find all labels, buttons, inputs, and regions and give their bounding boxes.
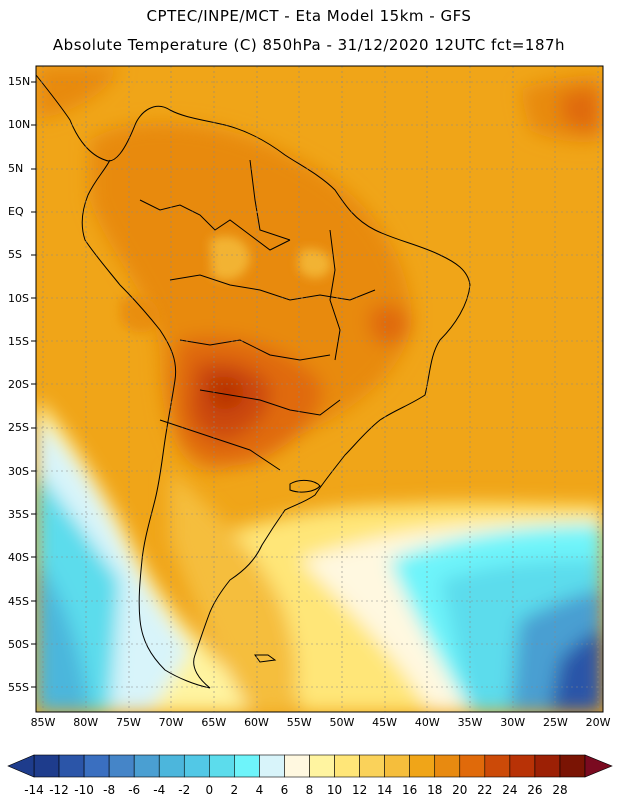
colorbar-label: 2 — [230, 783, 239, 797]
colorbar-label: 16 — [402, 783, 418, 797]
colorbar-swatch — [158, 754, 185, 778]
longitude-label: 35W — [457, 716, 483, 729]
latitude-label: 25S — [8, 421, 29, 435]
latitude-label: 30S — [8, 464, 29, 478]
plot-frame — [35, 65, 604, 713]
title-line-1: CPTEC/INPE/MCT - Eta Model 15km - GFS — [146, 7, 472, 25]
colorbar-label: 6 — [280, 783, 289, 797]
longitude-label: 80W — [73, 716, 99, 729]
colorbar-swatch — [334, 754, 360, 778]
colorbar-swatch — [359, 754, 385, 778]
colorbar-swatch — [209, 754, 235, 778]
colorbar-label: 22 — [477, 783, 493, 797]
colorbar-label: -12 — [49, 783, 69, 797]
colorbar-swatch — [509, 754, 536, 778]
axis-ticks — [31, 81, 36, 688]
latitude-label: 40S — [8, 551, 29, 565]
latitude-label: 10N — [8, 118, 31, 132]
colorbar-swatch — [459, 754, 486, 778]
longitude-label: 40W — [414, 716, 440, 729]
latitude-label: 5N — [8, 161, 24, 175]
colorbar-swatch — [484, 754, 511, 778]
longitude-label: 30W — [500, 716, 526, 729]
colorbar-swatch — [384, 754, 410, 778]
temperature-field — [36, 66, 603, 712]
latitude-label: 35S — [8, 508, 29, 521]
longitude-label: 50W — [329, 716, 355, 729]
colorbar-label: 28 — [552, 783, 568, 797]
colorbar-label: 8 — [305, 783, 314, 797]
colorbar-swatch — [559, 754, 586, 778]
coastline — [36, 74, 471, 689]
colorbar-label: -14 — [24, 783, 44, 797]
colorbar-label: -6 — [128, 783, 141, 797]
latitude-label: 20S — [8, 378, 29, 392]
longitude-label: 65W — [201, 716, 227, 729]
colorbar-label: -8 — [103, 783, 116, 797]
colorbar-swatch — [434, 754, 461, 778]
longitude-label: 70W — [158, 716, 184, 729]
longitude-label: 75W — [115, 716, 141, 729]
latitude-label: 5S — [8, 248, 22, 262]
latitude-label: 15S — [8, 334, 29, 348]
latitude-label: 15N — [8, 75, 31, 88]
colorbar-label: -10 — [74, 783, 94, 797]
colorbar-label: 26 — [527, 783, 543, 797]
colorbar-label: -4 — [153, 783, 166, 797]
colorbar-swatch — [83, 754, 110, 778]
title-line-2: Absolute Temperature (C) 850hPa - 31/12/… — [52, 36, 566, 54]
colorbar-high-arrow — [584, 754, 613, 778]
colorbar-swatch — [58, 754, 85, 778]
colorbar-swatch — [108, 754, 135, 778]
colorbar-swatch — [133, 754, 160, 778]
colorbar-label: 0 — [205, 783, 214, 797]
latitude-label: 10S — [8, 291, 29, 305]
colorbar-label: 24 — [502, 783, 518, 797]
colorbar-label: 4 — [255, 783, 264, 797]
colorbar-low-arrow — [7, 754, 35, 778]
colorbar-label: 20 — [452, 783, 468, 797]
colorbar-swatch — [183, 754, 210, 778]
latitude-label: 45S — [8, 594, 29, 608]
longitude-label: 85W — [30, 716, 56, 729]
colorbar-label: 14 — [376, 783, 393, 797]
colorbar-label: 12 — [351, 783, 368, 797]
colorbar-swatch — [33, 754, 60, 778]
longitude-label: 45W — [372, 716, 398, 729]
latitude-label: 50S — [8, 637, 29, 651]
colorbar-swatch — [534, 754, 561, 778]
colorbar-swatch — [234, 754, 260, 778]
colorbar-swatch — [309, 754, 335, 778]
colorbar-label: 10 — [326, 783, 343, 797]
colorbar-label: 18 — [427, 783, 443, 797]
longitude-label: 55W — [286, 716, 312, 729]
colorbar-label: -2 — [178, 783, 191, 797]
colorbar-swatch — [284, 754, 310, 778]
longitude-label: 25W — [542, 716, 568, 729]
colorbar — [7, 754, 613, 778]
longitude-label: 60W — [244, 716, 269, 729]
colorbar-swatch — [409, 754, 436, 778]
longitude-label: 20W — [585, 716, 611, 729]
latitude-label: 55S — [8, 681, 29, 695]
colorbar-swatch — [259, 754, 285, 778]
latitude-label: EQ — [8, 204, 24, 218]
